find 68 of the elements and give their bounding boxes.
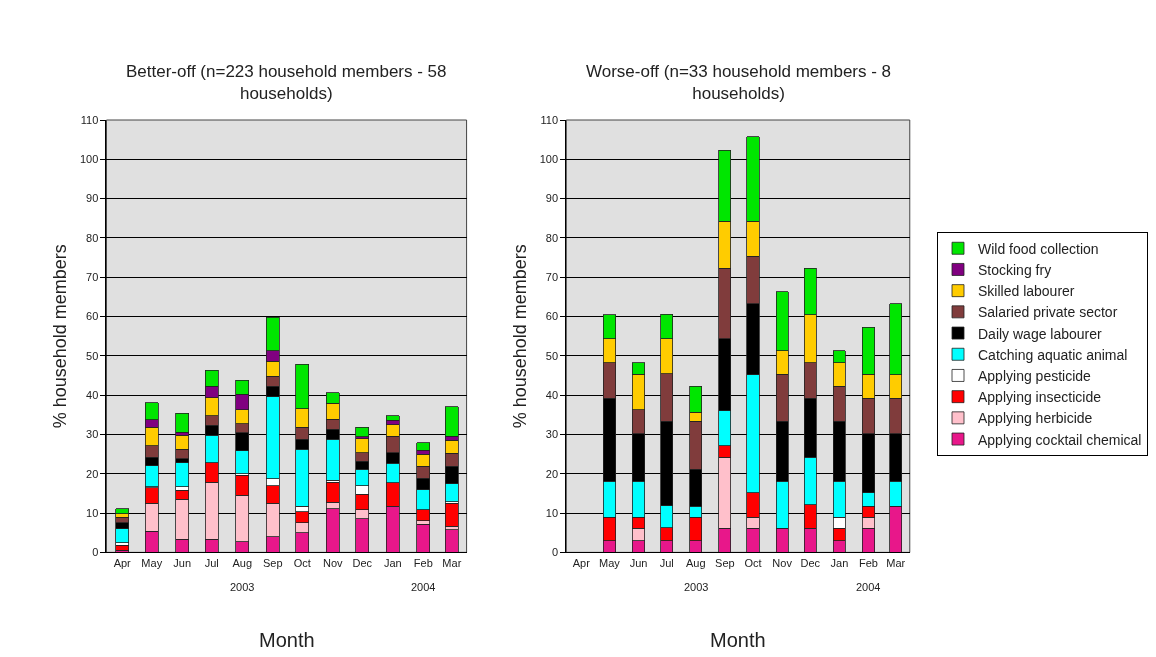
y-tick-label: 50 xyxy=(545,349,559,362)
legend-label: Skilled labourer xyxy=(978,283,1075,300)
chart-title: Better-off (n=223 household members - 58 households) xyxy=(126,62,447,104)
x-tick-label: May xyxy=(599,556,621,569)
y-axis-title: % household members xyxy=(50,244,71,429)
x-tick-label: Apr xyxy=(113,556,132,569)
x-tick-label: Aug xyxy=(232,556,253,569)
y-tick-label: 60 xyxy=(545,310,559,323)
x2-tick-label: 2003 xyxy=(230,581,255,593)
legend-label: Applying insecticide xyxy=(978,389,1102,406)
legend-label: Applying herbicide xyxy=(978,410,1093,427)
x-tick-label: Jun xyxy=(629,556,648,569)
y-tick-label: 0 xyxy=(92,546,99,559)
y-tick-label: 10 xyxy=(86,506,99,519)
x-tick-label: May xyxy=(141,556,163,569)
legend-label: Applying pesticide xyxy=(978,367,1092,384)
y-tick-label: 10 xyxy=(545,506,559,519)
legend-label: Salaried private sector xyxy=(978,304,1118,321)
x-tick-label: Mar xyxy=(442,556,462,569)
x-tick-label: Oct xyxy=(293,556,311,569)
y-tick-label: 110 xyxy=(540,113,559,126)
y-tick-label: 30 xyxy=(545,428,559,441)
x-tick-label: Feb xyxy=(859,556,878,569)
x-tick-label: Jul xyxy=(659,556,674,569)
y-tick-label: 30 xyxy=(86,428,99,441)
x-tick-label: Dec xyxy=(352,556,373,569)
x2-tick-label: 2004 xyxy=(411,581,436,593)
y-tick-label: 90 xyxy=(86,192,99,205)
x-tick-label: Aug xyxy=(686,556,706,569)
x-tick-label: Jun xyxy=(173,556,192,569)
y-tick-label: 80 xyxy=(545,231,559,244)
x-tick-label: Sep xyxy=(715,556,735,569)
legend-label: Wild food collection xyxy=(978,240,1099,257)
x-tick-label: Jan xyxy=(383,556,402,569)
x-tick-label: Jul xyxy=(204,556,219,569)
x-axis-title: Month xyxy=(259,629,315,651)
y-tick-label: 100 xyxy=(79,153,99,166)
x-tick-label: Jan xyxy=(830,556,849,569)
y-tick-label: 40 xyxy=(86,389,99,402)
y-tick-label: 20 xyxy=(545,467,559,480)
x-tick-label: Nov xyxy=(772,556,793,569)
legend-label: Catching aquatic animal xyxy=(978,346,1128,363)
legend-label: Applying cocktail chemical xyxy=(978,431,1142,448)
x-tick-label: Mar xyxy=(886,556,906,569)
y-tick-label: 20 xyxy=(86,467,99,480)
y-tick-label: 50 xyxy=(86,349,99,362)
legend-label: Daily wage labourer xyxy=(978,325,1103,342)
y-tick-label: 70 xyxy=(545,271,559,284)
y-tick-label: 40 xyxy=(545,389,559,402)
y-tick-label: 110 xyxy=(80,113,99,126)
y-tick-label: 70 xyxy=(86,271,99,284)
y-axis-title: % household members xyxy=(509,244,530,429)
y-tick-label: 100 xyxy=(539,153,559,166)
x2-tick-label: 2004 xyxy=(856,581,881,593)
x-tick-label: Nov xyxy=(322,556,344,569)
y-tick-label: 80 xyxy=(86,231,99,244)
x-tick-label: Oct xyxy=(744,556,762,569)
x2-tick-label: 2003 xyxy=(684,581,709,593)
x-tick-label: Feb xyxy=(413,556,433,569)
y-tick-label: 90 xyxy=(545,192,559,205)
y-tick-label: 0 xyxy=(551,546,559,559)
legend-label: Stocking fry xyxy=(978,261,1052,278)
x-tick-label: Dec xyxy=(800,556,821,569)
x-axis-title: Month xyxy=(710,629,766,651)
chart-title: Worse-off (n=33 household members - 8 households) xyxy=(586,62,892,104)
x-tick-label: Apr xyxy=(572,556,591,569)
x-tick-label: Sep xyxy=(262,556,283,569)
y-tick-label: 60 xyxy=(86,310,99,323)
